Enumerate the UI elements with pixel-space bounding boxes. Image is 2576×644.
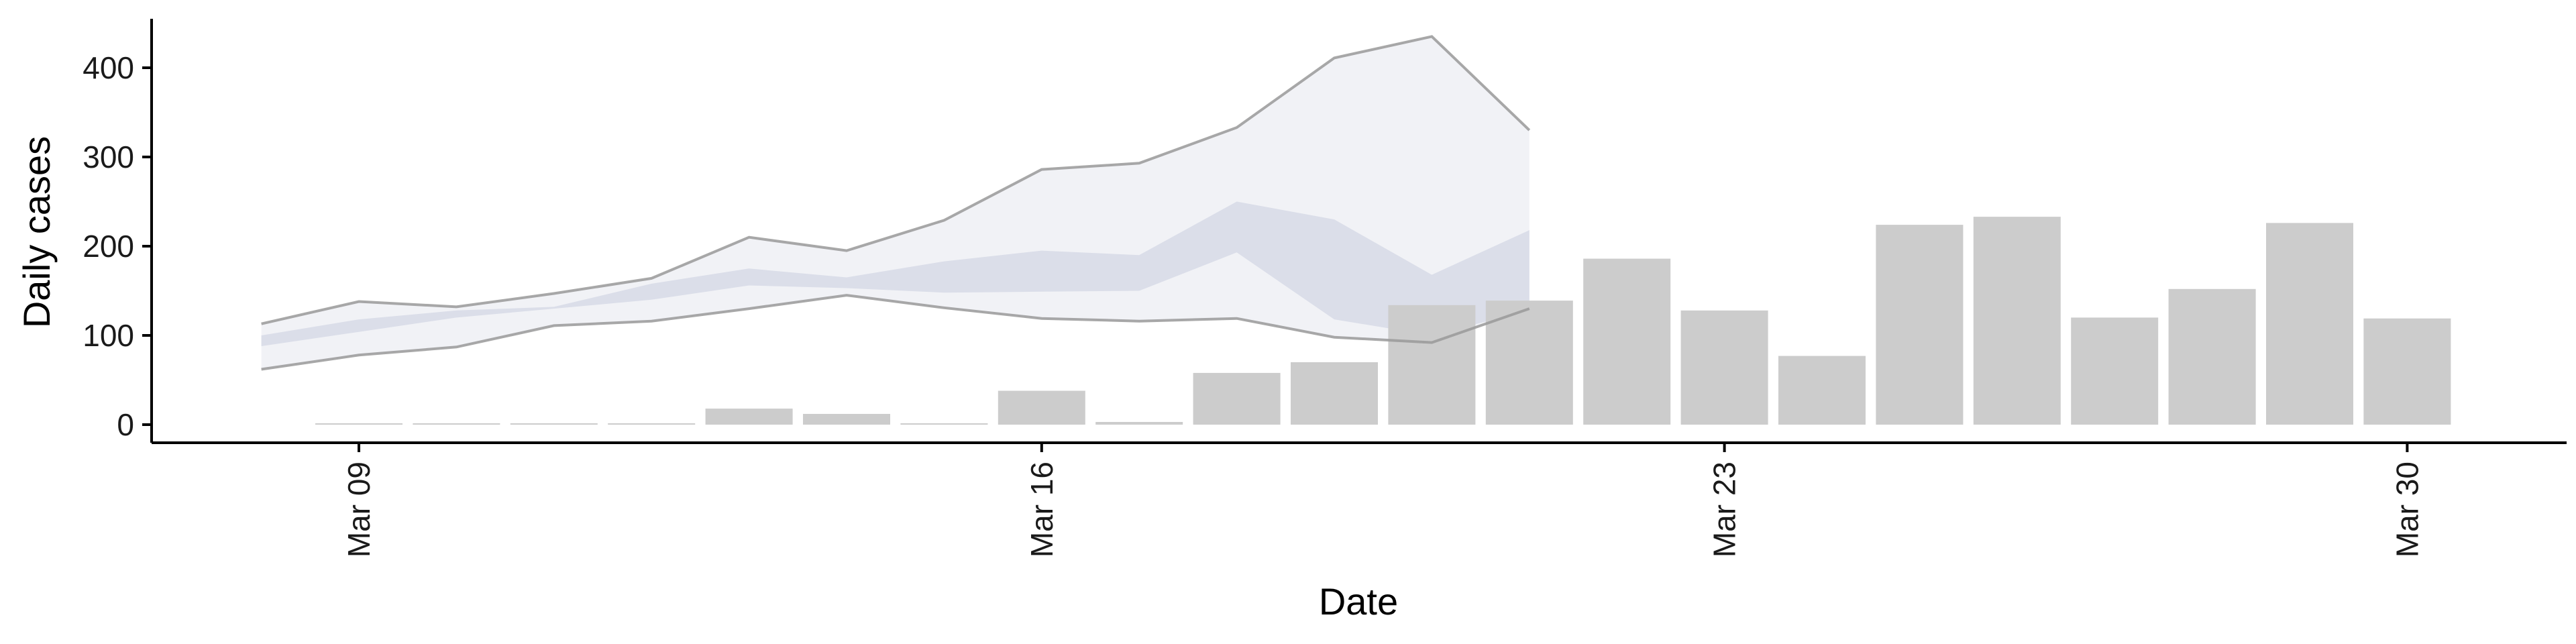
bar <box>1193 372 1281 425</box>
plot-area <box>261 35 2451 425</box>
x-tick-label: Mar 30 <box>2390 462 2424 557</box>
bar <box>705 409 793 425</box>
bar <box>998 390 1085 425</box>
bar <box>510 423 598 425</box>
bar <box>803 414 890 425</box>
band-boundary-lines <box>261 35 1531 371</box>
bar <box>1095 422 1183 425</box>
bar <box>2168 288 2256 425</box>
y-tick-label: 400 <box>83 50 134 85</box>
y-axis-title: Daily cases <box>15 136 58 328</box>
band-inner <box>261 201 1529 346</box>
band-outer <box>261 36 1529 370</box>
confidence-bands <box>261 36 1529 370</box>
x-axis: Mar 09 Mar 16 Mar 23 Mar 30 <box>152 441 2567 557</box>
bar <box>900 423 988 425</box>
bar <box>1485 301 1573 425</box>
bar <box>1291 362 1378 425</box>
bar <box>1583 258 1671 425</box>
bar <box>413 423 500 425</box>
bar <box>1876 225 1964 425</box>
y-tick-label: 200 <box>83 229 134 264</box>
x-tick-label: Mar 16 <box>1024 462 1059 557</box>
bar <box>1778 356 1866 425</box>
bar <box>1680 310 1768 425</box>
bar <box>608 423 696 425</box>
y-tick-label: 100 <box>83 318 134 353</box>
bar <box>2266 223 2353 425</box>
x-axis-title: Date <box>1319 580 1398 623</box>
bar <box>315 423 402 425</box>
y-axis: 0 100 200 300 400 <box>83 19 153 443</box>
x-tick-label: Mar 23 <box>1707 462 1742 557</box>
y-tick-label: 300 <box>83 140 134 174</box>
y-tick-label: 0 <box>117 407 134 442</box>
bar <box>1388 305 1476 425</box>
band-outer-lower-line <box>261 294 1530 371</box>
x-tick-label: Mar 09 <box>341 462 376 557</box>
daily-case-bars <box>315 217 2451 425</box>
x-axis-ticks: Mar 09 Mar 16 Mar 23 Mar 30 <box>341 443 2424 557</box>
bar <box>2071 317 2159 425</box>
band-outer-upper-line <box>261 35 1531 325</box>
y-axis-ticks: 0 100 200 300 400 <box>83 50 152 442</box>
bar <box>2363 318 2451 425</box>
bar <box>1973 217 2061 425</box>
